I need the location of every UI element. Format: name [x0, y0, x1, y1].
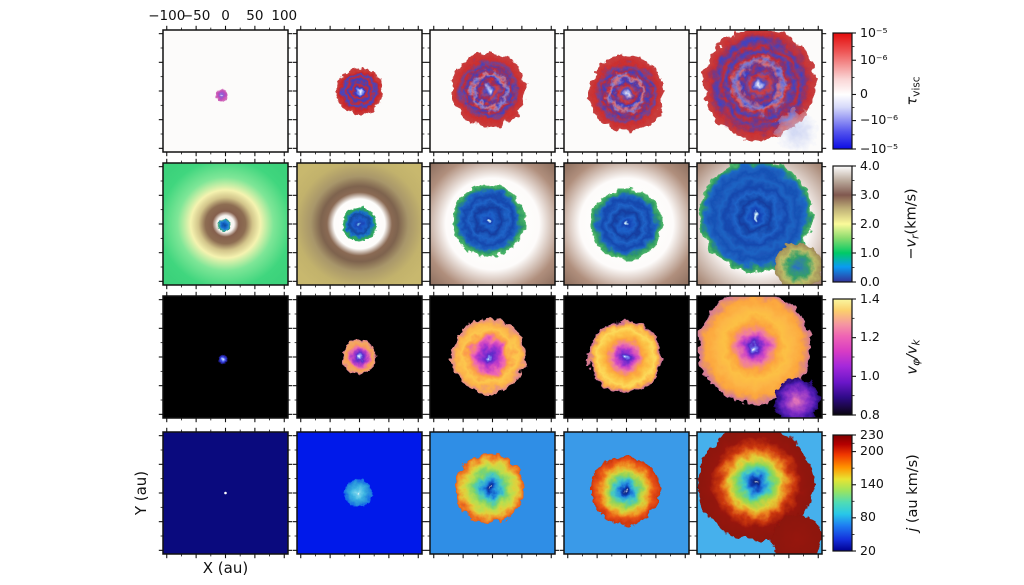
y-axis-label: Y (au) — [128, 432, 154, 554]
panel-r2c2 — [290, 156, 429, 292]
panel-r1c5 — [690, 23, 829, 159]
x-tick-label: 0 — [221, 8, 230, 24]
colorbar-unit-label-part: (km/s) — [904, 188, 921, 235]
colorbar-tick-label: 230 — [860, 426, 884, 442]
panel-r4c1 — [156, 425, 295, 561]
panel-r3c5 — [690, 289, 829, 425]
x-tick-label: −50 — [181, 8, 211, 24]
x-tick-label: 50 — [246, 8, 264, 24]
colorbar-tick-label: 10⁻⁶ — [860, 51, 888, 67]
panel-r2c3 — [423, 156, 562, 292]
colorbar-unit-label-part: r — [909, 234, 922, 239]
y-axis-label-text: Y (au) — [132, 470, 150, 516]
colorbar-unit-label-part: j — [905, 527, 922, 532]
x-tick-label: −100 — [148, 8, 186, 24]
colorbar-unit-label-part: visc — [909, 76, 922, 97]
colorbar-tick-label: 80 — [860, 509, 876, 525]
panel-r3c2 — [290, 289, 429, 425]
colorbar-vr — [832, 160, 862, 288]
colorbar-tick-label: 2.0 — [860, 215, 880, 231]
panel-r2c5 — [690, 156, 829, 292]
colorbar-unit-label: vφ/vk — [896, 299, 930, 415]
colorbar-tick-label: −10⁻⁵ — [860, 140, 898, 156]
colorbar-unit-label: −vr(km/s) — [896, 166, 930, 282]
colorbar-tick-label: 10⁻⁵ — [860, 24, 888, 40]
x-axis-label-text: X (au) — [202, 559, 249, 577]
colorbar-tau-visc — [832, 27, 862, 155]
colorbar-unit-label: j (au km/s) — [896, 435, 930, 551]
x-axis-label: X (au) — [163, 558, 288, 577]
colorbar-tick-label: 1.4 — [860, 290, 880, 306]
panel-r3c4 — [557, 289, 696, 425]
panel-r1c3 — [423, 23, 562, 159]
panel-r2c4 — [557, 156, 696, 292]
panel-r1c2 — [290, 23, 429, 159]
panel-r4c3 — [423, 425, 562, 561]
colorbar-tick-label: −10⁻⁶ — [860, 112, 898, 128]
colorbar-tick-label: 0.0 — [860, 273, 880, 289]
panel-r2c1 — [156, 156, 295, 292]
colorbar-tick-label: 20 — [860, 542, 876, 558]
colorbar-tick-label: 200 — [860, 443, 884, 459]
panel-r1c1 — [156, 23, 295, 159]
colorbar-unit-label-part: v — [904, 365, 921, 375]
colorbar-tick-label: 1.0 — [860, 367, 880, 383]
colorbar-tick-label: 1.0 — [860, 244, 880, 260]
panel-r4c4 — [557, 425, 696, 561]
colorbar-tick-label: 140 — [860, 476, 884, 492]
colorbar-tick-label: 3.0 — [860, 186, 880, 202]
colorbar-tick-label: 0.8 — [860, 406, 880, 422]
colorbar-tick-label: 0 — [860, 85, 868, 101]
panel-r4c2 — [290, 425, 429, 561]
panel-r3c3 — [423, 289, 562, 425]
colorbar-tick-label: 1.2 — [860, 329, 880, 345]
colorbar-unit-label-part: /v — [904, 345, 921, 360]
colorbar-tick-label: 4.0 — [860, 157, 880, 173]
colorbar-unit-label: τvisc — [896, 33, 930, 149]
colorbar-unit-label-part: −v — [904, 238, 921, 260]
x-tick-label: 100 — [271, 8, 298, 24]
panel-r1c4 — [557, 23, 696, 159]
colorbar-unit-label-part: k — [909, 339, 922, 346]
colorbar-unit-label-part: τ — [904, 96, 921, 106]
colorbar-unit-label-part: (au km/s) — [905, 454, 922, 528]
panel-r4c5 — [690, 425, 829, 561]
panel-r3c1 — [156, 289, 295, 425]
colorbar-vphi-vk — [832, 293, 862, 421]
colorbar-j — [832, 429, 862, 557]
colorbar-unit-label-part: φ — [909, 359, 922, 366]
